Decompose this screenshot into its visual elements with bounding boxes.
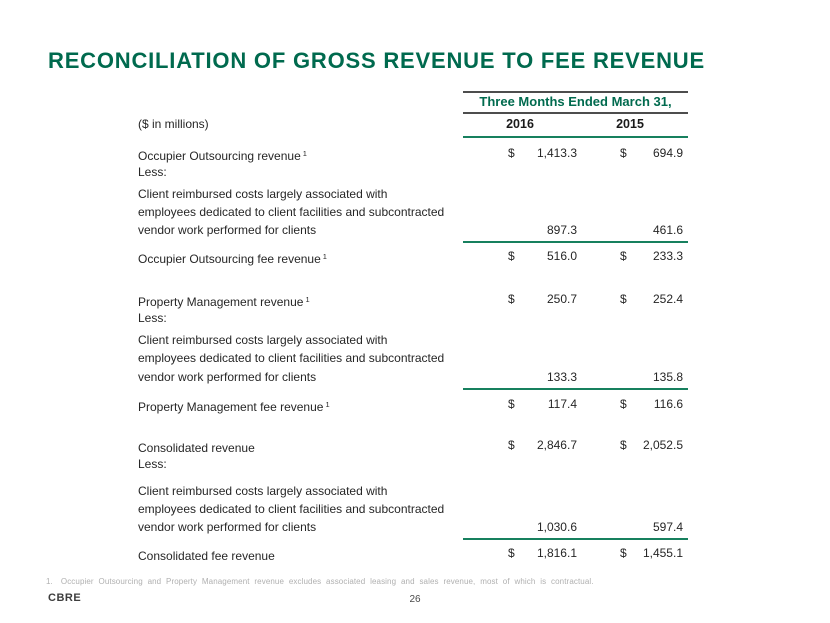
value-2016: $250.7 xyxy=(508,292,577,306)
value-2015: $116.6 xyxy=(620,397,683,411)
currency-symbol: $ xyxy=(508,438,515,452)
value-2015: $233.3 xyxy=(620,249,683,263)
fee-revenue-row: Occupier Outsourcing fee revenue 1 $516.0… xyxy=(0,249,830,266)
row-label: Consolidated revenue xyxy=(138,441,255,455)
fee-revenue-row: Consolidated fee revenue $1,816.1 $1,455… xyxy=(0,546,830,563)
value-2015: $1,455.1 xyxy=(620,546,683,560)
currency-symbol: $ xyxy=(508,146,515,160)
value-2016: $1,816.1 xyxy=(508,546,577,560)
revenue-row: Occupier Outsourcing revenue 1 $1,413.3 $… xyxy=(0,146,830,163)
value-2015: 597.4 xyxy=(652,520,683,534)
subtotal-rule xyxy=(463,538,688,540)
deduction-line: employees dedicated to client facilities… xyxy=(138,205,445,219)
units-label: ($ in millions) xyxy=(138,117,209,131)
subtotal-rule xyxy=(463,241,688,243)
value-2016: 897.3 xyxy=(546,223,577,237)
currency-symbol: $ xyxy=(620,546,627,560)
value-2016: 133.3 xyxy=(546,370,577,384)
header-bottom-rule xyxy=(463,136,688,138)
currency-symbol: $ xyxy=(620,397,627,411)
revenue-row: Consolidated revenue $2,846.7 $2,052.5 xyxy=(0,438,830,455)
deduction-line: employees dedicated to client facilities… xyxy=(138,502,445,516)
currency-symbol: $ xyxy=(620,249,627,263)
row-label: Consolidated fee revenue xyxy=(138,549,275,563)
value-2015: $2,052.5 xyxy=(620,438,683,452)
period-header: Three Months Ended March 31, xyxy=(479,94,672,109)
currency-symbol: $ xyxy=(620,146,627,160)
cbre-logo: CBRE xyxy=(48,592,82,604)
footnote-ref: 1 xyxy=(322,252,327,261)
deduction-line: employees dedicated to client facilities… xyxy=(138,351,445,365)
deduction-line: Client reimbursed costs largely associat… xyxy=(138,484,388,498)
header-mid-rule xyxy=(463,112,688,114)
value-2015: 135.8 xyxy=(652,370,683,384)
deduction-values-row: vendor work performed for clients 133.3 … xyxy=(138,370,683,384)
currency-symbol: $ xyxy=(508,397,515,411)
value-2015: 461.6 xyxy=(652,223,683,237)
row-label: Occupier Outsourcing revenue 1 xyxy=(138,149,307,163)
value-2016: 1,030.6 xyxy=(536,520,577,534)
column-header-2016: 2016 xyxy=(506,117,534,131)
column-header-2015: 2015 xyxy=(616,117,644,131)
value-2016: $117.4 xyxy=(508,397,577,411)
subtotal-rule xyxy=(463,388,688,390)
footnote-number: 1. xyxy=(46,577,53,586)
revenue-row: Property Management revenue 1 $250.7 $252… xyxy=(0,292,830,309)
deduction-line: Client reimbursed costs largely associat… xyxy=(138,187,388,201)
value-2015: $694.9 xyxy=(620,146,683,160)
value-2016: $1,413.3 xyxy=(508,146,577,160)
currency-symbol: $ xyxy=(508,292,515,306)
value-2015: $252.4 xyxy=(620,292,683,306)
row-label: Property Management fee revenue 1 xyxy=(138,400,330,414)
footnote-ref: 1 xyxy=(302,149,307,158)
footnote-ref: 1 xyxy=(305,295,310,304)
deduction-values-row: vendor work performed for clients 1,030.… xyxy=(138,520,683,534)
page-title: RECONCILIATION OF GROSS REVENUE TO FEE R… xyxy=(48,48,705,73)
page-number: 26 xyxy=(409,594,421,605)
row-label: Property Management revenue 1 xyxy=(138,295,310,309)
deduction-line: Client reimbursed costs largely associat… xyxy=(138,333,388,347)
footnote-ref: 1 xyxy=(325,400,330,409)
row-label: Occupier Outsourcing fee revenue 1 xyxy=(138,252,327,266)
less-row: Less: xyxy=(138,311,167,325)
value-2016: $516.0 xyxy=(508,249,577,263)
deduction-values-row: vendor work performed for clients 897.3 … xyxy=(138,223,683,237)
currency-symbol: $ xyxy=(508,249,515,263)
less-row: Less: xyxy=(138,457,167,471)
value-2016: $2,846.7 xyxy=(508,438,577,452)
currency-symbol: $ xyxy=(620,292,627,306)
currency-symbol: $ xyxy=(508,546,515,560)
header-top-rule xyxy=(463,91,688,93)
fee-revenue-row: Property Management fee revenue 1 $117.4 … xyxy=(0,397,830,414)
currency-symbol: $ xyxy=(620,438,627,452)
less-row: Less: xyxy=(138,165,167,179)
footnote: 1. Occupier Outsourcing and Property Mana… xyxy=(46,577,594,587)
footnote-text: Occupier Outsourcing and Property Manage… xyxy=(60,577,594,586)
